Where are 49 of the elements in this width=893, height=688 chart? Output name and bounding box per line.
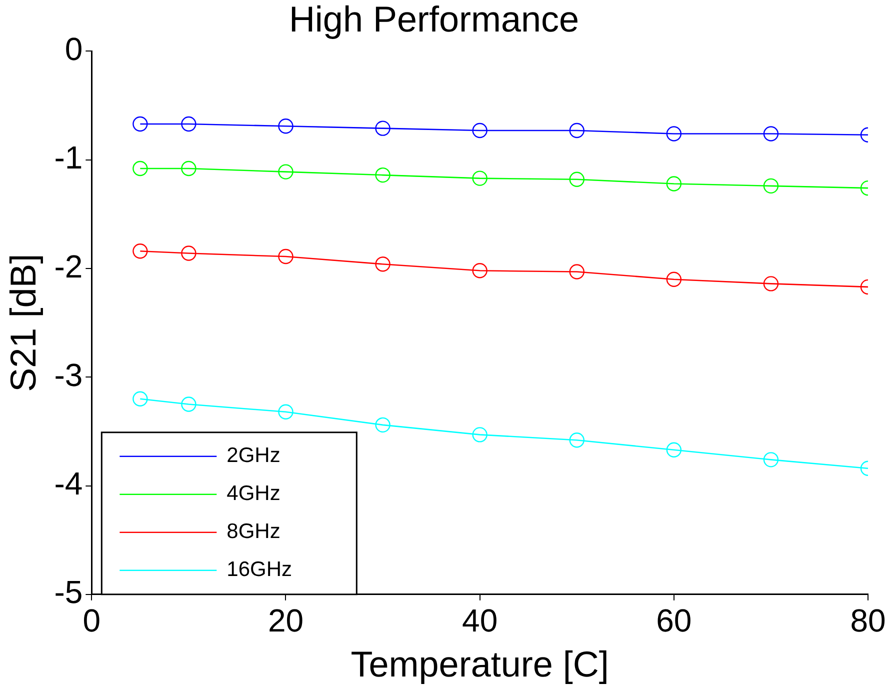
point: [569, 172, 584, 187]
point: [375, 417, 390, 433]
point: [181, 396, 196, 412]
point: [472, 122, 488, 138]
point: [666, 272, 682, 287]
point: [375, 256, 390, 272]
point: [375, 120, 390, 136]
y-tick-label: -4: [54, 466, 83, 502]
point: [666, 176, 682, 192]
point: [569, 264, 584, 280]
point: [132, 160, 148, 176]
point: [472, 427, 488, 442]
x-tick-label: 60: [656, 602, 692, 638]
x-tick-label: 80: [850, 602, 886, 638]
point: [569, 432, 584, 448]
point: [278, 404, 294, 420]
y-tick-label: -1: [54, 140, 83, 176]
point: [132, 116, 148, 132]
point: [763, 452, 779, 468]
legend-label: 4GHz: [226, 482, 280, 506]
point: [763, 178, 779, 194]
point: [181, 246, 196, 261]
y-tick-label: 0: [64, 31, 83, 68]
point: [132, 244, 148, 259]
y-tick-label: -5: [54, 574, 83, 610]
legend-label: 8GHz: [226, 520, 280, 544]
point: [763, 276, 779, 292]
point: [472, 263, 488, 278]
legend-label: 16GHz: [226, 558, 292, 582]
point: [278, 164, 294, 180]
point: [666, 126, 682, 142]
point: [181, 160, 196, 176]
point: [763, 126, 779, 142]
point: [132, 391, 148, 406]
chart-title: High Performance: [288, 0, 580, 40]
x-tick-label: 20: [268, 602, 304, 638]
point: [375, 167, 390, 183]
y-tick-label: -3: [54, 356, 83, 393]
point: [666, 442, 682, 458]
point: [569, 122, 584, 138]
point: [181, 116, 196, 132]
y-axis-title: S21 [dB]: [2, 254, 44, 392]
y-tick-label: -2: [54, 248, 83, 284]
point: [278, 248, 294, 264]
x-tick-label: 40: [462, 602, 498, 638]
legend-label: 2GHz: [226, 444, 280, 468]
point: [278, 118, 294, 134]
point: [472, 170, 488, 186]
x-axis-title: Temperature [C]: [350, 643, 609, 684]
